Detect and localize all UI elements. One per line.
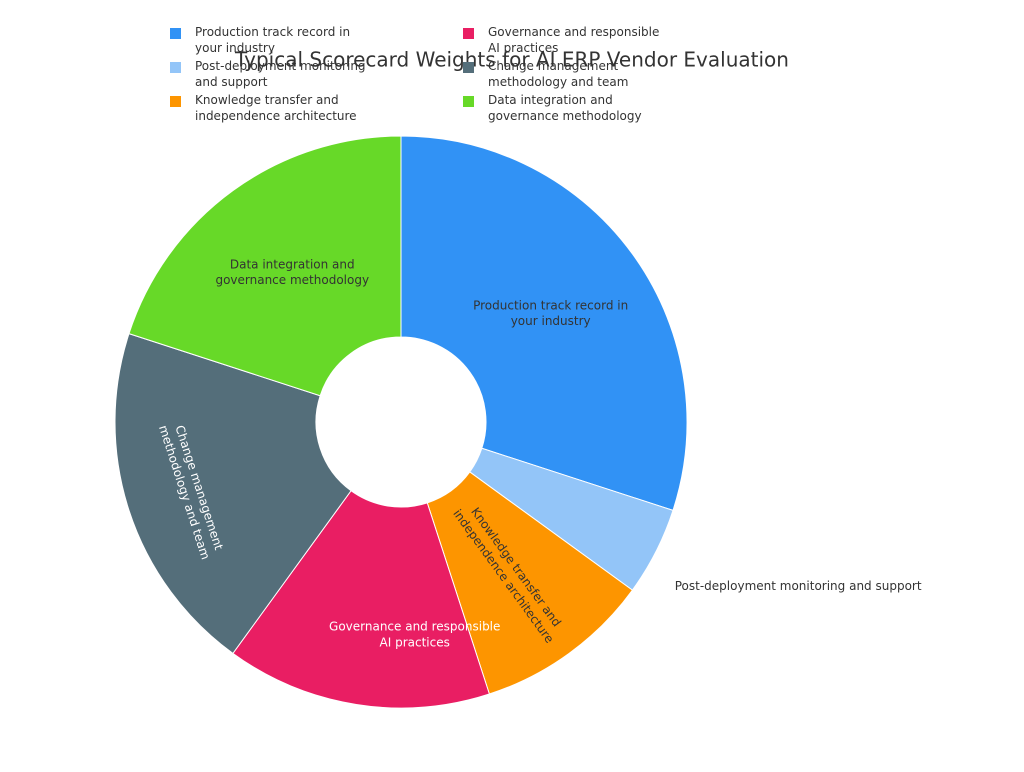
slice-label: Post-deployment monitoring and support bbox=[675, 579, 922, 593]
pie-slice bbox=[400, 135, 688, 512]
pie-slice bbox=[114, 332, 352, 655]
pie-slice bbox=[426, 471, 634, 695]
legend-label: Post-deployment monitoring and support bbox=[195, 59, 366, 89]
legend-label: Governance and responsible AI practices bbox=[488, 25, 659, 55]
slice-label: Data integration and governance methodolo… bbox=[215, 257, 369, 287]
legend-label: Knowledge transfer and independence archi… bbox=[195, 93, 357, 123]
slice-label: Production track record in your industry bbox=[473, 298, 628, 328]
chart-title: Typical Scorecard Weights for AI ERP Ven… bbox=[234, 48, 789, 72]
legend-swatch bbox=[463, 62, 474, 73]
legend-label: Production track record in your industry bbox=[195, 25, 350, 55]
legend-swatch bbox=[170, 96, 181, 107]
legend-swatch bbox=[463, 96, 474, 107]
pie-slice bbox=[232, 490, 491, 709]
slice-label: Governance and responsible AI practices bbox=[329, 619, 500, 649]
legend-label: Data integration and governance methodolo… bbox=[488, 93, 642, 123]
legend-swatch bbox=[170, 28, 181, 39]
pie-slice bbox=[128, 135, 402, 397]
legend-swatch bbox=[170, 62, 181, 73]
legend-swatch bbox=[463, 28, 474, 39]
legend-label: Change management methodology and team bbox=[488, 59, 628, 89]
